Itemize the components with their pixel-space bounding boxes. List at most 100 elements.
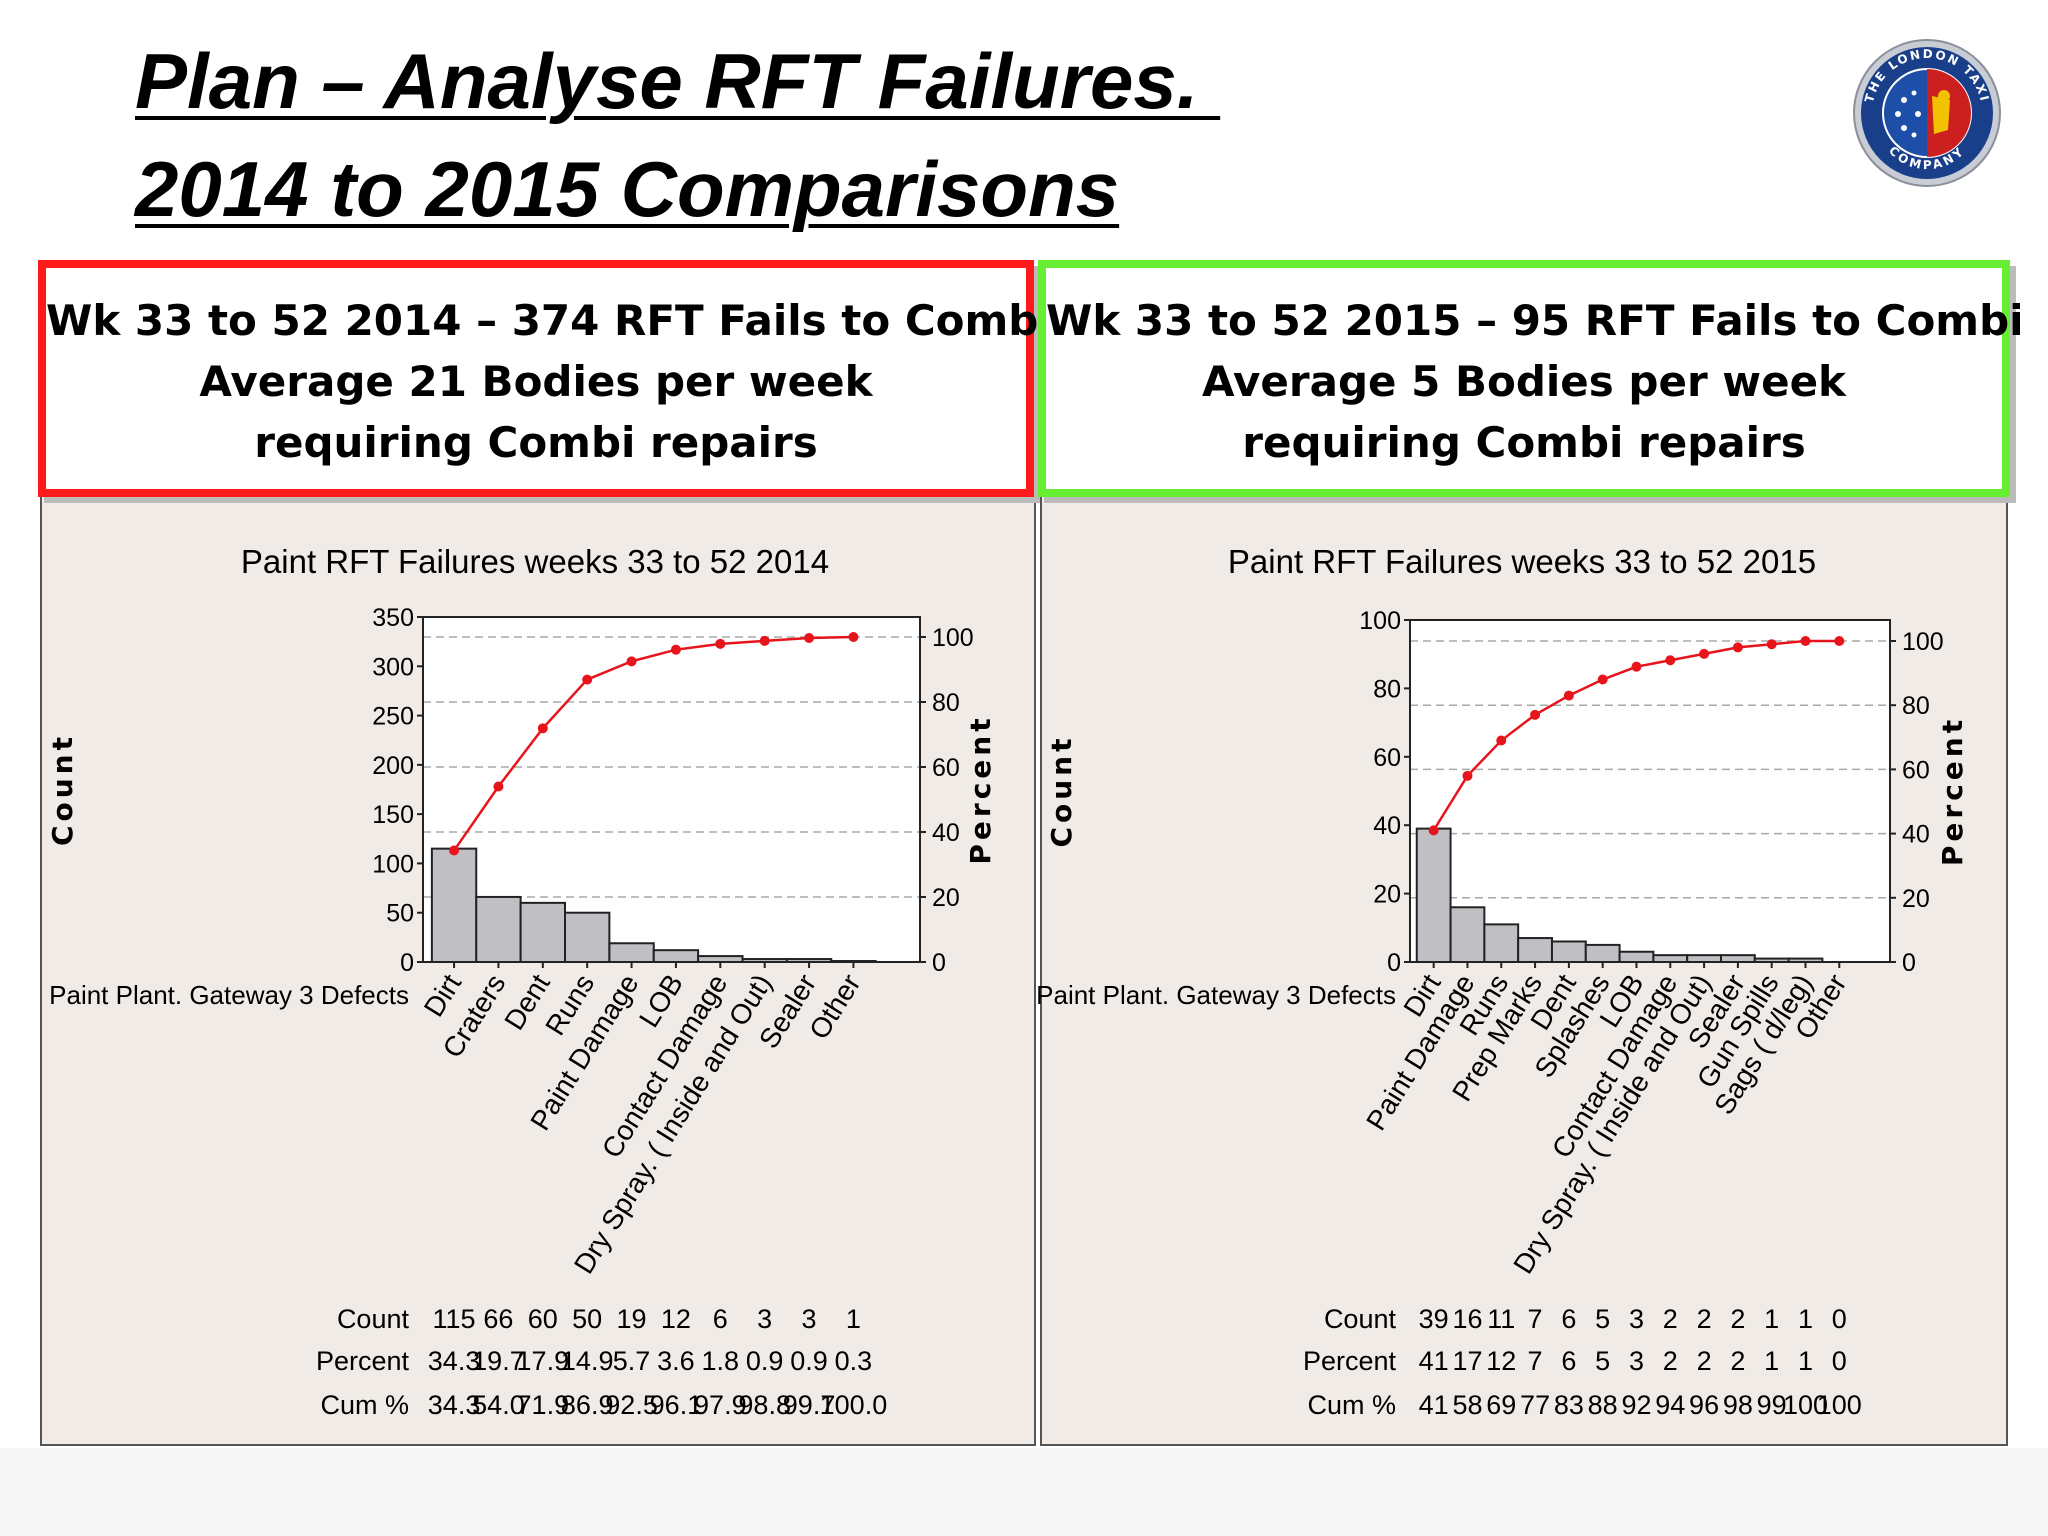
cumulative-point-6	[670, 644, 681, 655]
table-count-cell: 115	[433, 1304, 476, 1334]
table-percent-cell: 1.8	[702, 1346, 740, 1376]
y-tick-label: 50	[386, 900, 414, 928]
cumulative-point-5	[1563, 690, 1574, 701]
table-cum-cell: 92	[1621, 1390, 1651, 1420]
table-cum-cell: 100	[1817, 1390, 1862, 1420]
table-cum-cell: 96	[1689, 1390, 1719, 1420]
table-count-cell: 3	[802, 1304, 817, 1334]
table-count-cell: 1	[846, 1304, 861, 1334]
right-summary-line1: Wk 33 to 52 2015 – 95 RFT Fails to Combi	[1046, 296, 2024, 345]
table-count-cell: 11	[1487, 1304, 1515, 1334]
y-tick-label: 200	[372, 752, 414, 780]
x-axis-title: Paint Plant. Gateway 3 Defects	[1036, 980, 1396, 1010]
table-row-label-cum: Cum %	[320, 1390, 409, 1420]
table-percent-cell: 12	[1486, 1346, 1516, 1376]
table-cum-cell: 97.9	[694, 1390, 747, 1420]
cumulative-point-3	[1496, 735, 1507, 746]
cumulative-point-13	[1834, 636, 1845, 646]
table-cum-cell: 69	[1486, 1390, 1516, 1420]
bar-9	[1686, 954, 1722, 963]
y2-tick-label: 40	[1902, 821, 1930, 849]
table-count-cell: 3	[757, 1304, 772, 1334]
table-percent-cell: 3	[1629, 1346, 1644, 1376]
cumulative-line	[453, 635, 854, 852]
cumulative-point-10	[1732, 642, 1743, 653]
table-percent-cell: 6	[1561, 1346, 1576, 1376]
y-tick-label: 100	[372, 850, 414, 878]
cumulative-point-10	[848, 632, 859, 642]
y2-tick-label: 20	[932, 884, 960, 912]
table-percent-cell: 2	[1730, 1346, 1745, 1376]
left-summary-line1: Wk 33 to 52 2014 – 374 RFT Fails to Comb…	[46, 296, 1053, 345]
chart-title: Paint RFT Failures weeks 33 to 52 2014	[241, 543, 829, 580]
table-row-label-percent: Percent	[316, 1346, 410, 1376]
bottom-strip	[0, 1448, 2048, 1536]
cumulative-point-2	[1462, 770, 1473, 781]
bar-4	[564, 911, 611, 964]
table-percent-cell: 3.6	[657, 1346, 695, 1376]
table-percent-cell: 1	[1764, 1346, 1779, 1376]
table-count-cell: 50	[572, 1304, 602, 1334]
table-percent-cell: 14.9	[561, 1346, 614, 1376]
cumulative-point-9	[1699, 648, 1710, 659]
table-row-label-cum: Cum %	[1307, 1390, 1396, 1420]
left-summary-line3: requiring Combi repairs	[254, 418, 818, 467]
table-percent-cell: 17.9	[517, 1346, 570, 1376]
table-cum-cell: 98.8	[738, 1390, 791, 1420]
table-percent-cell: 5.7	[613, 1346, 651, 1376]
table-cum-cell: 77	[1520, 1390, 1550, 1420]
cumulative-point-9	[804, 632, 815, 643]
table-count-cell: 1	[1798, 1304, 1813, 1334]
table-count-cell: 2	[1730, 1304, 1745, 1334]
y2-axis-title: Percent	[1936, 716, 1969, 866]
y-tick-label: 0	[400, 949, 414, 977]
left-summary-line2: Average 21 Bodies per week	[199, 357, 873, 406]
table-count-cell: 66	[483, 1304, 513, 1334]
right-summary-line3: requiring Combi repairs	[1242, 418, 1806, 467]
table-percent-cell: 0.9	[790, 1346, 828, 1376]
cumulative-point-7	[1631, 661, 1642, 672]
table-count-cell: 19	[617, 1304, 647, 1334]
y2-tick-label: 0	[932, 949, 946, 977]
table-cum-cell: 41	[1419, 1390, 1449, 1420]
table-cum-cell: 100	[1783, 1390, 1828, 1420]
table-percent-cell: 0.9	[746, 1346, 784, 1376]
table-cum-cell: 99.7	[783, 1390, 836, 1420]
y2-tick-label: 60	[932, 754, 960, 782]
cumulative-point-4	[1530, 709, 1541, 720]
table-count-cell: 60	[528, 1304, 558, 1334]
right-summary-line2: Average 5 Bodies per week	[1202, 357, 1846, 406]
slide-title-line1: Plan – Analyse RFT Failures.	[135, 37, 1221, 125]
table-cum-cell: 92.5	[605, 1390, 658, 1420]
table-count-cell: 1	[1764, 1304, 1779, 1334]
table-count-cell: 6	[1561, 1304, 1576, 1334]
table-count-cell: 0	[1832, 1304, 1847, 1334]
table-percent-cell: 0	[1832, 1346, 1847, 1376]
table-percent-cell: 0.3	[835, 1346, 873, 1376]
table-percent-cell: 2	[1663, 1346, 1678, 1376]
table-percent-cell: 2	[1697, 1346, 1712, 1376]
bar-7	[1618, 950, 1655, 963]
y2-tick-label: 100	[1902, 628, 1944, 656]
bar-5	[1550, 940, 1587, 963]
table-count-cell: 7	[1528, 1304, 1543, 1334]
y-tick-label: 40	[1373, 812, 1401, 840]
table-percent-cell: 5	[1595, 1346, 1610, 1376]
table-cum-cell: 71.9	[517, 1390, 570, 1420]
bar-8	[1652, 954, 1689, 963]
x-axis-title: Paint Plant. Gateway 3 Defects	[49, 980, 409, 1010]
table-row-label-percent: Percent	[1303, 1346, 1397, 1376]
y-tick-label: 60	[1373, 744, 1401, 772]
cumulative-point-11	[1766, 639, 1777, 650]
cumulative-point-8	[759, 635, 770, 646]
plot-area	[1410, 620, 1890, 962]
table-cum-cell: 99	[1757, 1390, 1787, 1420]
bar-1	[1415, 827, 1452, 963]
table-percent-cell: 19.7	[472, 1346, 525, 1376]
table-count-cell: 2	[1697, 1304, 1712, 1334]
y2-tick-label: 100	[932, 624, 974, 652]
table-cum-cell: 96.1	[650, 1390, 703, 1420]
bar-3	[1483, 923, 1520, 964]
table-cum-cell: 54.0	[472, 1390, 525, 1420]
